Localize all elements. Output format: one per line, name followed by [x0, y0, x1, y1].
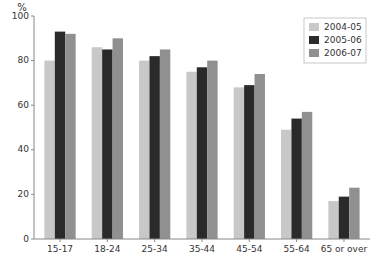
legend-swatch [309, 23, 319, 31]
bar [207, 61, 217, 239]
y-tick-label: 20 [18, 189, 30, 199]
x-tick-label: 45-54 [236, 244, 262, 254]
x-tick [60, 239, 61, 242]
y-axis-label: % [17, 2, 27, 13]
legend-label: 2004-05 [324, 22, 362, 32]
chart: 02040608010015-1718-2425-3435-4445-5455-… [0, 0, 378, 261]
bar [244, 85, 254, 239]
y-tick [31, 105, 34, 106]
y-tick-label: 0 [23, 234, 29, 244]
bar [234, 87, 244, 239]
x-tick [343, 239, 344, 242]
x-tick-label: 35-44 [189, 244, 215, 254]
x-tick [249, 239, 250, 242]
bar [113, 38, 123, 239]
bar [255, 74, 265, 239]
legend-swatch [309, 36, 319, 44]
y-tick-label: 60 [18, 100, 30, 110]
x-tick-label: 15-17 [47, 244, 73, 254]
bar [55, 32, 65, 239]
bar [65, 34, 75, 239]
bar [186, 72, 196, 239]
x-tick-label: 55-64 [284, 244, 310, 254]
legend-frame [304, 18, 366, 63]
x-tick [154, 239, 155, 242]
y-axis-line [34, 16, 35, 239]
bar [281, 130, 291, 239]
x-tick-label: 25-34 [142, 244, 168, 254]
x-tick [202, 239, 203, 242]
bar [328, 201, 338, 239]
x-tick-label: 65 or over [321, 244, 368, 254]
bar [197, 67, 207, 239]
legend-label: 2006-07 [324, 48, 362, 58]
x-tick [107, 239, 108, 242]
x-tick [296, 239, 297, 242]
y-tick [31, 239, 34, 240]
y-tick-label: 40 [18, 144, 30, 154]
y-tick [31, 16, 34, 17]
y-tick-label: 80 [18, 55, 30, 65]
bar [102, 49, 112, 239]
bar [44, 61, 54, 239]
x-tick-label: 18-24 [94, 244, 120, 254]
y-tick [31, 60, 34, 61]
bar [92, 47, 102, 239]
bar [302, 112, 312, 239]
chart-container: 02040608010015-1718-2425-3435-4445-5455-… [0, 0, 378, 261]
legend-label: 2005-06 [324, 35, 362, 45]
y-tick [31, 149, 34, 150]
legend-swatch [309, 49, 319, 57]
bar [349, 188, 359, 239]
bar [139, 61, 149, 239]
legend: 2004-05 2005-06 2006-07 [304, 18, 366, 63]
bar [149, 56, 159, 239]
bar [291, 119, 301, 239]
y-tick [31, 194, 34, 195]
bar [160, 49, 170, 239]
bar [339, 197, 349, 239]
